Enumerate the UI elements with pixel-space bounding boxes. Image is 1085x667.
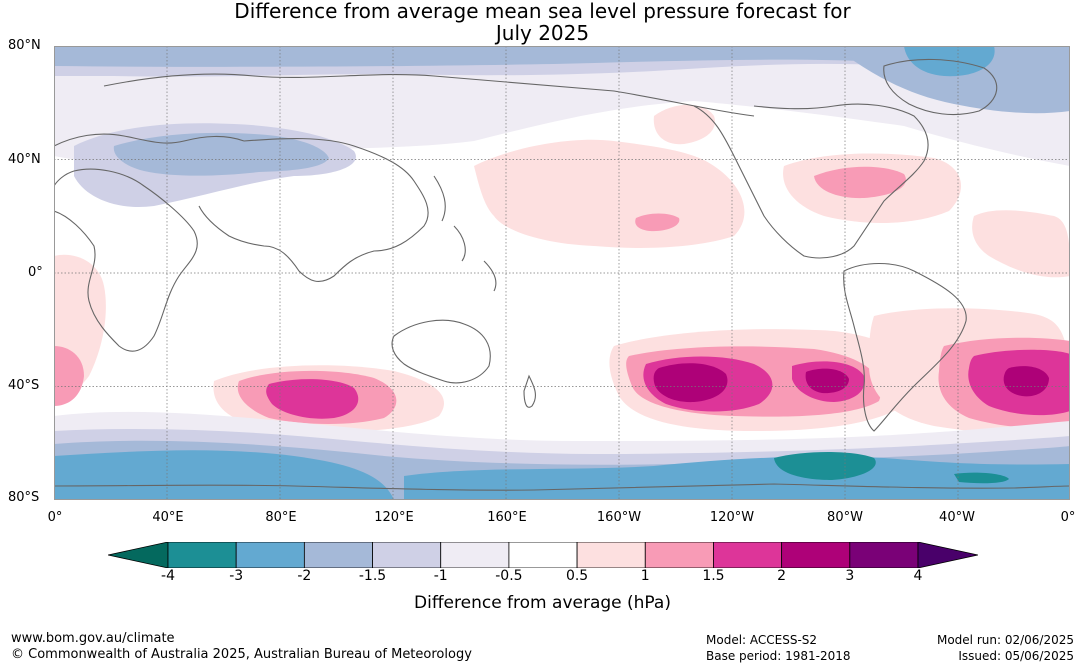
lat-label-80s: 80°S [8,490,40,505]
colorbar-bin [781,542,851,568]
footer-copyright: © Commonwealth of Australia 2025, Austra… [11,647,472,662]
lon-label-160w: 160°W [596,510,642,525]
map-frame [54,46,1070,500]
colorbar-tick-label: 3 [845,568,855,584]
footer-website[interactable]: www.bom.gov.au/climate [11,631,175,646]
colorbar-arrow-min [108,542,169,568]
colorbar-label: Difference from average (hPa) [414,593,671,613]
colorbar-tick-label: 1 [640,568,650,584]
lon-label-0-east: 0° [1060,510,1076,525]
gridlines [54,46,1070,500]
colorbar-bin [644,542,714,568]
lon-label-40w: 40°W [939,510,975,525]
pressure-anomaly-map [54,46,1070,500]
lat-label-40s: 40°S [8,378,40,393]
footer-model-run: Model run: 02/06/2025 [936,633,1074,647]
lat-label-40n: 40°N [8,152,41,167]
colorbar-tick-label: -3 [229,568,244,584]
new-zealand-coast [523,374,536,408]
lon-label-80e: 80°E [265,510,297,525]
arctic-coast [103,73,755,117]
europe-coast [54,133,245,147]
antarctic-negative-core [54,450,394,500]
greenland-negative [844,46,1070,114]
lon-label-120e: 120°E [374,510,414,525]
north-pacific-positive-core [635,213,680,232]
south-pacific-east-core [805,368,849,394]
greenland-negative-core [904,46,995,77]
colorbar [108,542,978,568]
colorbar-bin [303,542,373,568]
title-line-2: July 2025 [495,21,590,45]
colorbar-tick-label: 4 [913,568,923,584]
colorbar-tick-label: -1.5 [358,568,387,584]
greenland-coast [883,58,998,116]
antarctica-coast [54,483,1070,491]
footer-model: Model: ACCESS-S2 [706,633,818,647]
colorbar-tick-label: 1.5 [702,568,725,584]
colorbar-bin [713,542,783,568]
colorbar-bin [167,542,237,568]
lon-label-40e: 40°E [152,510,184,525]
lat-label-equator: 0° [28,265,43,280]
colorbar-bin [440,542,510,568]
australia-coast [391,319,491,384]
colorbar-bin [849,542,919,568]
footer-issued: Issued: 05/06/2025 [958,649,1074,663]
colorbar-arrow-max [917,542,978,568]
colorbar-tick-label: 2 [777,568,787,584]
lat-label-80n: 80°N [8,38,41,53]
arctic-negative-core [54,46,1070,86]
africa-coast [54,168,198,352]
title-line-1: Difference from average mean sea level p… [234,0,851,23]
colorbar-bin [372,542,442,568]
colorbar-tick-label: 0.5 [565,568,589,584]
asia-coast [198,138,429,282]
south-atlantic-positive-core [54,346,84,406]
coastlines [54,58,1070,491]
alaska-positive [653,104,715,145]
colorbar-bin [235,542,305,568]
lon-label-160e: 160°E [487,510,527,525]
south-pacific-positive-core [653,363,728,403]
lon-label-80w: 80°W [827,510,863,525]
colorbar-tick-label: -0.5 [495,568,523,584]
colorbar-tick-label: -4 [161,568,175,584]
south-america-coast [843,263,967,432]
colorbar-tick-label: -1 [433,568,448,584]
colorbar-bin [576,542,646,568]
antarctic-negative-deepest [774,452,876,480]
lon-label-120w: 120°W [709,510,755,525]
east-asia-islands [433,175,497,292]
lon-label-0-west: 0° [47,510,63,525]
footer-base-period: Base period: 1981-2018 [706,649,851,663]
west-africa-positive [972,210,1070,278]
south-atlantic-east-core [1003,366,1049,397]
chart-title: Difference from average mean sea level p… [0,0,1085,44]
colorbar-tick-label: -2 [297,568,312,584]
north-america-coast [693,103,929,259]
antarctic-negative-deepest-2 [954,472,1009,484]
colorbar-bin [508,542,578,568]
north-atlantic-positive-core [814,166,906,199]
indian-ocean-positive-core [266,379,359,419]
